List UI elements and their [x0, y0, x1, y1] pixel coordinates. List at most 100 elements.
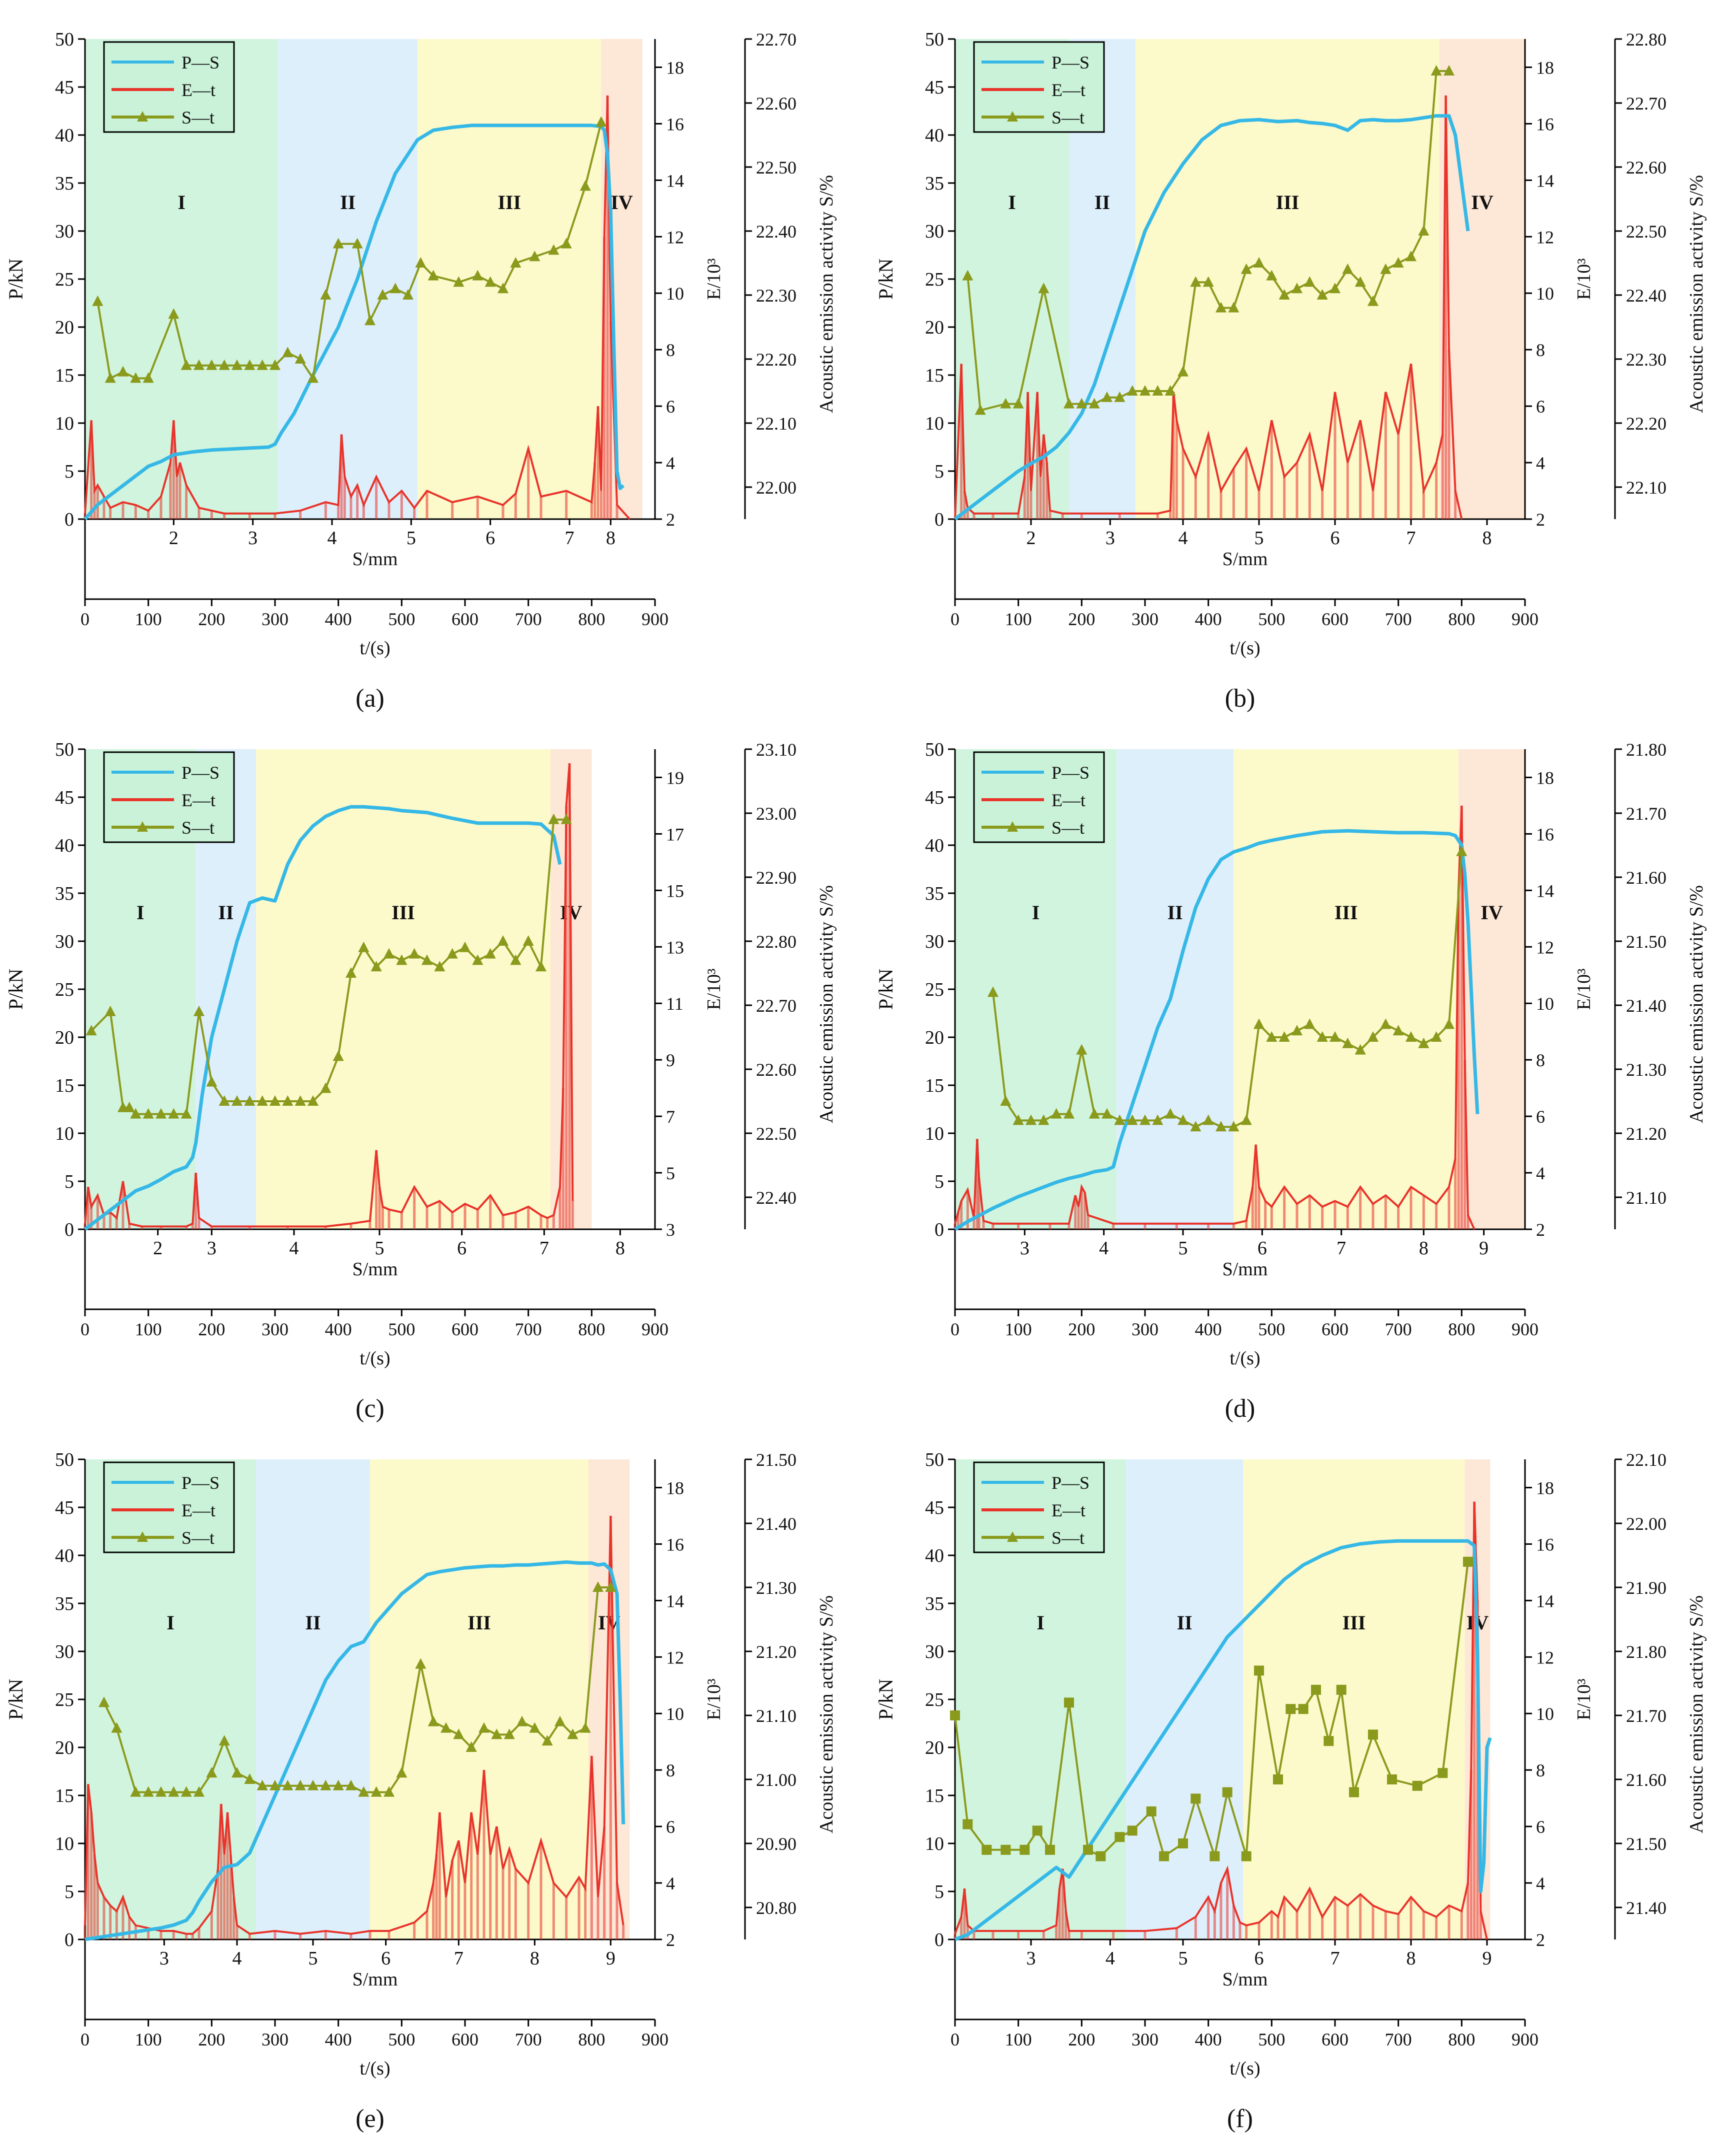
- s-point: [320, 1082, 332, 1093]
- time-tick-label: 500: [1258, 1319, 1285, 1339]
- p-series-line: [84, 1560, 626, 1941]
- s-point: [130, 1786, 142, 1797]
- s-point: [1354, 1044, 1366, 1055]
- s-point: [384, 1786, 394, 1797]
- s-tick-label: 20.80: [756, 1898, 796, 1918]
- s-point: [180, 1786, 192, 1797]
- s-point: [1342, 1037, 1354, 1048]
- s-point: [478, 1722, 490, 1733]
- stage-label: III: [498, 191, 521, 214]
- p-tick-label: 5: [934, 1881, 944, 1902]
- time-tick-label: 0: [950, 2029, 960, 2049]
- s-point: [453, 276, 464, 287]
- stage-label: IV: [1471, 191, 1494, 214]
- s-tick-label: 22.30: [756, 286, 796, 306]
- s-point: [1380, 263, 1392, 274]
- s-point: [346, 967, 356, 978]
- s-point: [180, 1108, 192, 1119]
- legend-label: E—t: [1052, 1500, 1086, 1520]
- p-tick-label: 5: [64, 1881, 74, 1902]
- e-tick-label: 6: [666, 397, 675, 417]
- e-axis-label: E/10³: [704, 258, 724, 300]
- s-point: [1286, 1704, 1296, 1714]
- s-point: [402, 289, 414, 300]
- s-point: [244, 1095, 256, 1106]
- s-tick-label: 21.40: [1626, 996, 1666, 1016]
- e-tick-label: 19: [666, 768, 684, 788]
- s-point: [104, 1005, 116, 1016]
- s-tick-label: 22.60: [756, 1060, 796, 1080]
- s-point: [180, 359, 192, 370]
- legend-label: P—S: [182, 763, 220, 783]
- disp-tick-label: 3: [160, 1948, 169, 1969]
- s-point: [1020, 1844, 1030, 1855]
- s-point: [218, 359, 230, 370]
- time-axis-label: t/(s): [1230, 638, 1260, 659]
- s-point: [1418, 225, 1430, 236]
- time-tick-label: 500: [388, 2029, 415, 2049]
- p-axis-label: P/kN: [4, 1679, 27, 1720]
- s-point: [1000, 398, 1012, 409]
- s-tick-label: 22.40: [756, 1188, 796, 1208]
- s-point: [950, 1710, 960, 1720]
- e-tick-label: 10: [1536, 1704, 1554, 1724]
- e-tick-label: 13: [666, 937, 684, 957]
- disp-tick-label: 8: [1482, 528, 1492, 549]
- s-point: [256, 359, 268, 370]
- time-tick-label: 700: [1385, 609, 1412, 629]
- s-point: [168, 1786, 180, 1797]
- s-point: [982, 1844, 992, 1855]
- p-tick-label: 50: [55, 1449, 74, 1470]
- s-tick-label: 20.90: [756, 1834, 796, 1854]
- s-point: [1292, 1025, 1302, 1036]
- s-point: [422, 954, 432, 965]
- s-point: [130, 1108, 142, 1119]
- s-axis-label: Acoustic emission activity S/%: [1686, 175, 1707, 413]
- s-point: [1387, 1774, 1397, 1784]
- e-tick-label: 12: [666, 1647, 684, 1667]
- e-tick-label: 18: [666, 1478, 684, 1498]
- stage-label: I: [166, 1611, 174, 1634]
- s-point: [364, 315, 376, 326]
- e-tick-label: 16: [1536, 114, 1554, 134]
- time-tick-label: 800: [1448, 609, 1475, 629]
- s-point: [529, 251, 540, 262]
- s-point: [1304, 276, 1316, 287]
- s-point: [1216, 302, 1226, 313]
- e-tick-label: 6: [1536, 1107, 1545, 1127]
- s-point: [1026, 1114, 1036, 1125]
- s-point: [282, 1095, 294, 1106]
- e-axis-label: E/10³: [1574, 1678, 1594, 1720]
- p-axis-label: P/kN: [874, 969, 897, 1010]
- panel-caption: (a): [356, 684, 384, 713]
- s-point: [1241, 1851, 1252, 1861]
- disp-tick-label: 3: [1106, 528, 1115, 549]
- stage-zone: [256, 1459, 370, 1939]
- s-point: [358, 941, 370, 952]
- stage-label: III: [392, 901, 415, 924]
- stage-label: I: [178, 191, 186, 214]
- s-point: [1463, 1556, 1473, 1567]
- disp-tick-label: 5: [1178, 1238, 1188, 1259]
- s-point: [358, 1786, 370, 1797]
- stage-label: II: [305, 1611, 320, 1634]
- legend-label: P—S: [1052, 763, 1090, 783]
- e-tick-label: 14: [1536, 881, 1554, 901]
- p-tick-label: 35: [925, 883, 944, 904]
- time-tick-label: 100: [1005, 609, 1032, 629]
- stage-zone: [1234, 749, 1458, 1229]
- e-tick-label: 14: [1536, 1591, 1554, 1611]
- s-point: [1038, 283, 1050, 294]
- s-point: [332, 1050, 344, 1061]
- time-tick-label: 400: [325, 1319, 352, 1339]
- s-tick-label: 22.80: [1626, 30, 1666, 50]
- s-tick-label: 22.30: [1626, 350, 1666, 370]
- disp-tick-label: 4: [1178, 528, 1188, 549]
- time-tick-label: 600: [1322, 1319, 1348, 1339]
- legend-label: P—S: [1052, 1473, 1090, 1493]
- p-tick-label: 25: [55, 979, 74, 1000]
- legend-label: E—t: [182, 80, 216, 100]
- s-point: [396, 1767, 408, 1778]
- stage-label: II: [1094, 191, 1110, 214]
- e-series-line: [954, 805, 1476, 1230]
